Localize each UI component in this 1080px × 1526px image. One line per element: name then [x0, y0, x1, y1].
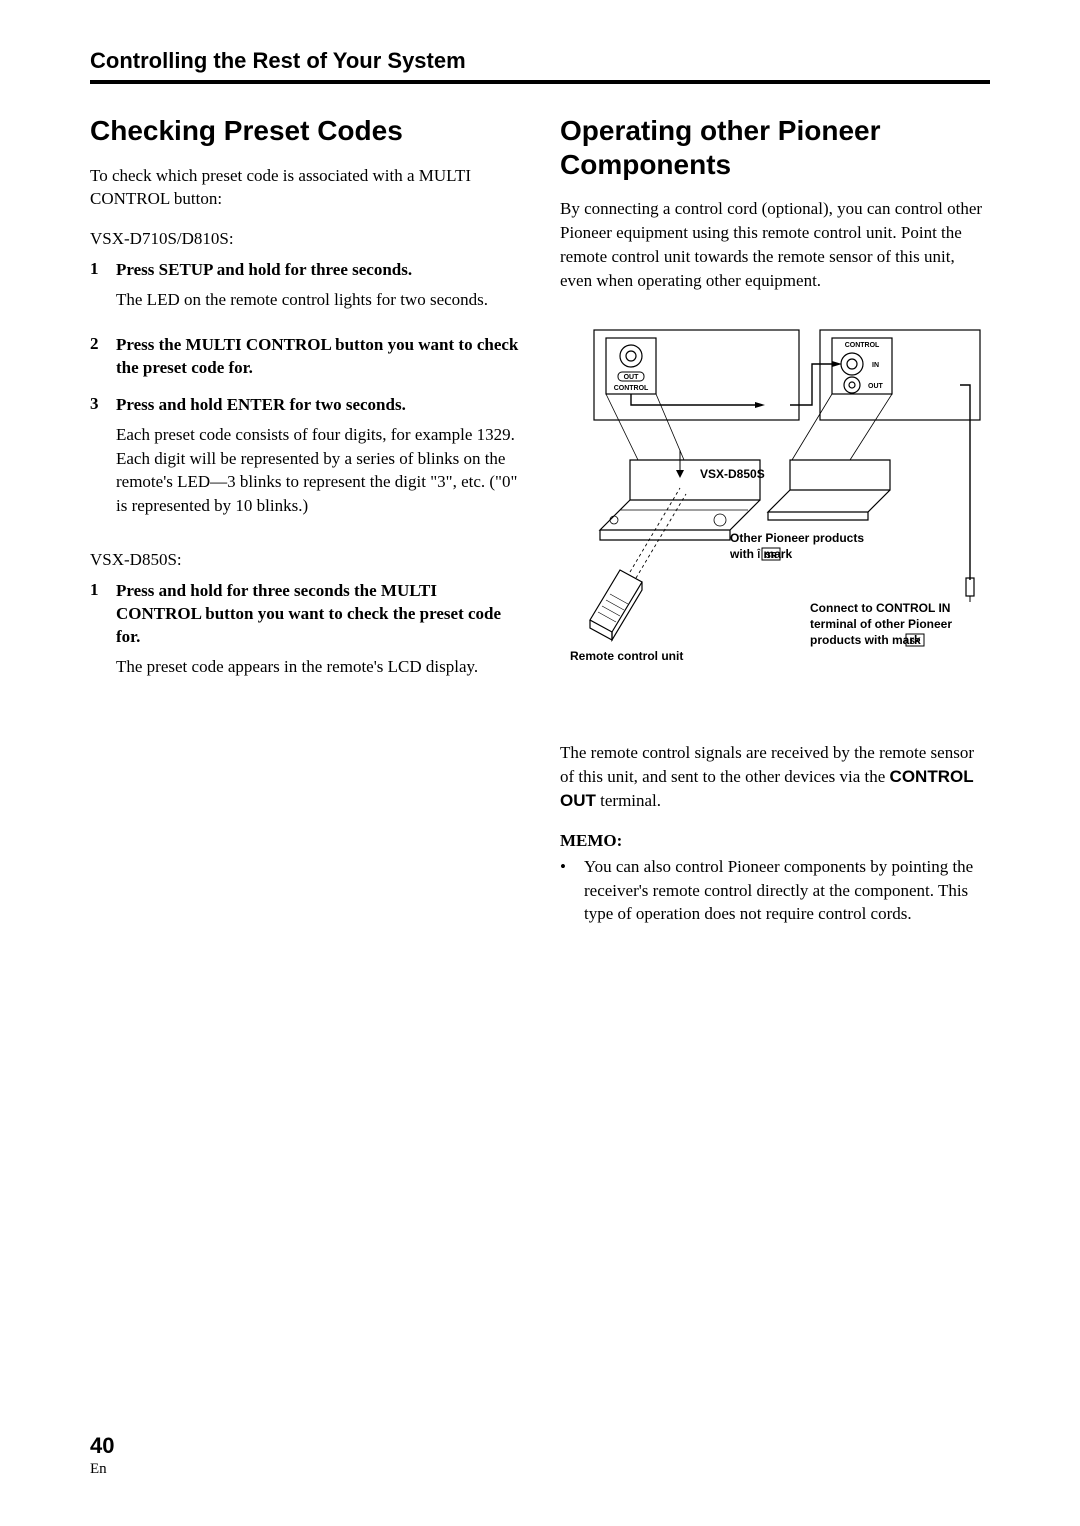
step-content: Press and hold ENTER for two seconds. Ea…	[116, 394, 520, 532]
diagram-svg: OUT CONTROL CONTROL IN OUT	[560, 320, 990, 700]
step-number: 1	[90, 580, 116, 693]
diagram-label-connect-l3: products with mark	[810, 633, 921, 647]
step-1: 1 Press SETUP and hold for three seconds…	[90, 259, 520, 326]
step-body: Each preset code consists of four digits…	[116, 423, 520, 518]
page-footer: 40 En	[90, 1433, 114, 1478]
left-column: Checking Preset Codes To check which pre…	[90, 114, 520, 926]
intro-text-right: By connecting a control cord (optional),…	[560, 197, 990, 292]
diagram-label-in: IN	[872, 362, 879, 369]
memo-bullet: • You can also control Pioneer component…	[560, 855, 990, 926]
step-2: 2 Press the MULTI CONTROL button you wan…	[90, 334, 520, 386]
page-language: En	[90, 1461, 114, 1478]
diagram-label-connect-l2: terminal of other Pioneer	[810, 617, 952, 631]
diagram-label-other-l1: Other Pioneer products	[730, 531, 864, 545]
sr-mark: SR	[765, 551, 776, 560]
step-3: 3 Press and hold ENTER for two seconds. …	[90, 394, 520, 532]
step-content: Press and hold for three seconds the MUL…	[116, 580, 520, 693]
memo-body: You can also control Pioneer components …	[584, 855, 990, 926]
diagram-label-other-l2: with Î mark	[729, 547, 792, 561]
step-content: Press SETUP and hold for three seconds. …	[116, 259, 520, 326]
step-body: The LED on the remote control lights for…	[116, 288, 520, 312]
diagram-label-connect-l1: Connect to CONTROL IN	[810, 601, 950, 615]
step-heading: Press SETUP and hold for three seconds.	[116, 259, 520, 282]
step-heading: Press and hold for three seconds the MUL…	[116, 580, 520, 649]
step-body: The preset code appears in the remote's …	[116, 655, 520, 679]
memo-heading: MEMO:	[560, 831, 990, 851]
connection-diagram: OUT CONTROL CONTROL IN OUT	[560, 320, 990, 705]
step-number: 2	[90, 334, 116, 386]
diagram-label-remote: Remote control unit	[570, 649, 683, 663]
chapter-header: Controlling the Rest of Your System	[90, 48, 990, 84]
step-number: 1	[90, 259, 116, 326]
model-label-2: VSX-D850S:	[90, 550, 520, 570]
section-title-operating: Operating other Pioneer Components	[560, 114, 990, 181]
diagram-label-out2: OUT	[868, 383, 884, 390]
model-label-1: VSX-D710S/D810S:	[90, 229, 520, 249]
right-column: Operating other Pioneer Components By co…	[560, 114, 990, 926]
bullet-icon: •	[560, 855, 584, 926]
page-number: 40	[90, 1433, 114, 1459]
diagram-label-vsx: VSX-D850S	[700, 467, 765, 481]
step-heading: Press the MULTI CONTROL button you want …	[116, 334, 520, 380]
diagram-label-control2: CONTROL	[845, 342, 880, 349]
two-column-layout: Checking Preset Codes To check which pre…	[90, 114, 990, 926]
diagram-label-control: CONTROL	[614, 385, 649, 392]
intro-text: To check which preset code is associated…	[90, 164, 520, 212]
diagram-label-out: OUT	[624, 374, 640, 381]
section-title-checking: Checking Preset Codes	[90, 114, 520, 148]
after-diagram-text: The remote control signals are received …	[560, 741, 990, 812]
step-heading: Press and hold ENTER for two seconds.	[116, 394, 520, 417]
sr-mark-2: SR	[909, 637, 920, 646]
step-number: 3	[90, 394, 116, 532]
step-1b: 1 Press and hold for three seconds the M…	[90, 580, 520, 693]
text-post: terminal.	[596, 791, 661, 810]
step-content: Press the MULTI CONTROL button you want …	[116, 334, 520, 386]
